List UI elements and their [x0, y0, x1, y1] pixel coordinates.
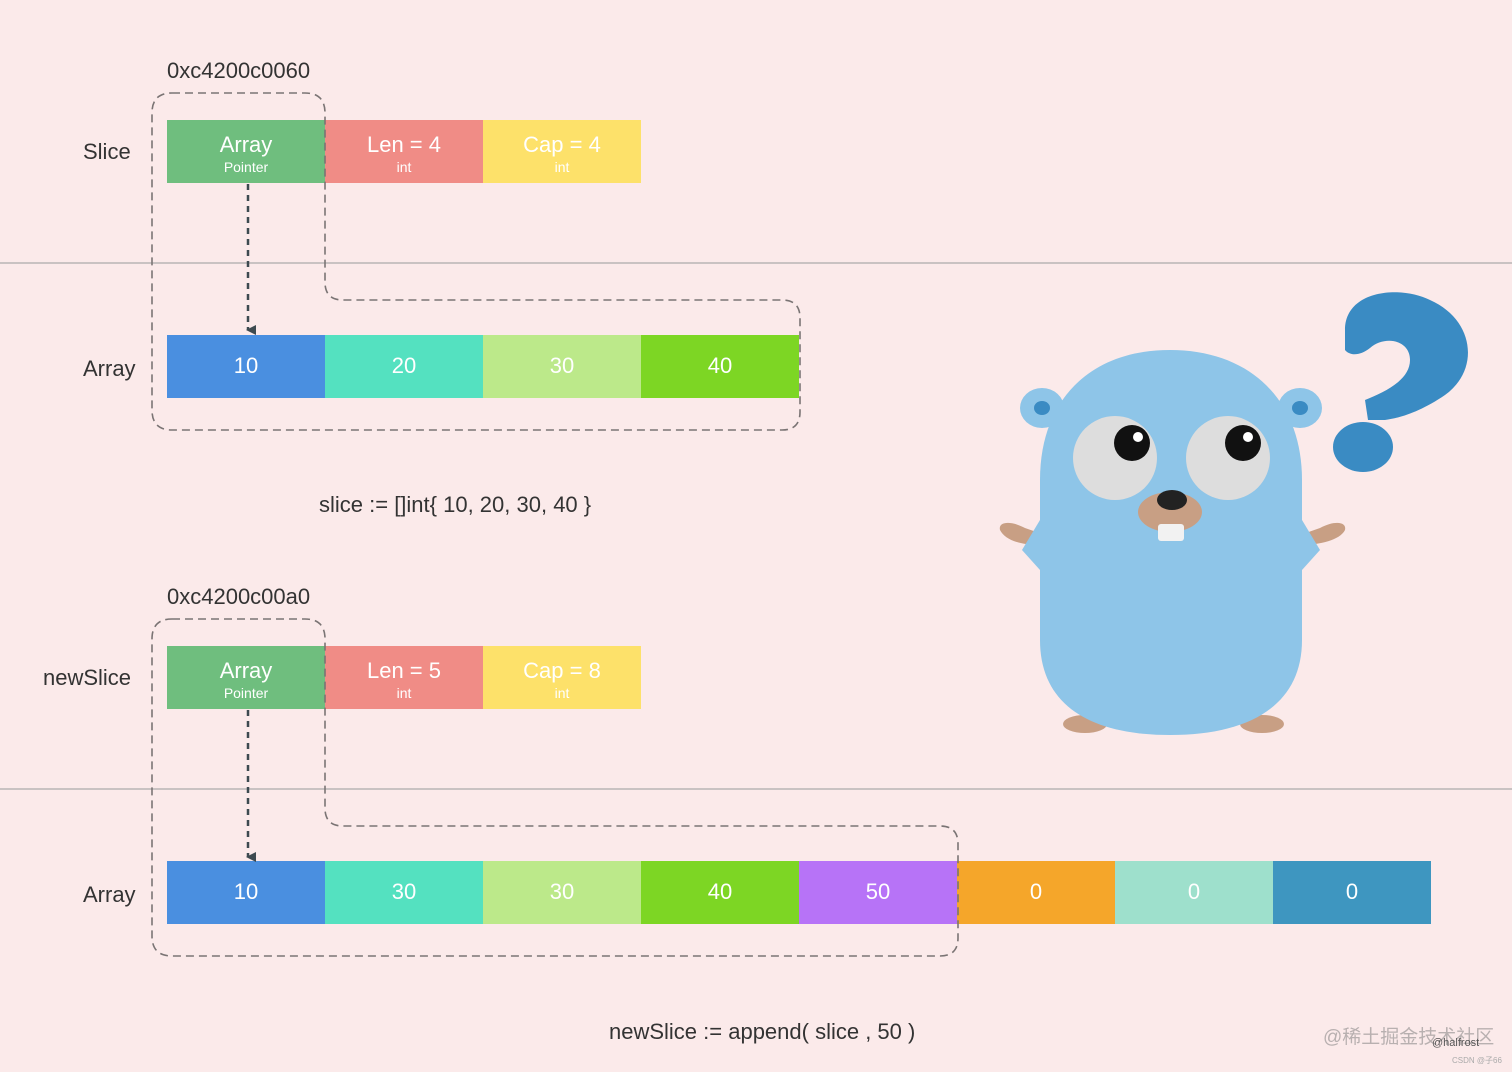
array-element-value: 40: [707, 353, 733, 378]
watermark-author: @halfrost: [1432, 1037, 1480, 1049]
array-element-value: 40: [707, 879, 733, 904]
section-divider-bottom: [0, 788, 1512, 790]
gopher-nose: [1157, 490, 1187, 510]
header-cell: Array Pointer: [167, 646, 325, 709]
question-mark-icon: [1333, 292, 1468, 472]
array-element: 10: [167, 335, 325, 398]
array-element-value: 50: [865, 879, 891, 904]
array-element-value: 0: [1187, 879, 1201, 904]
header-cell-type: Pointer: [223, 685, 269, 701]
section-divider-top: [0, 262, 1512, 264]
header-cell: Len = 5 int: [325, 646, 483, 709]
header-cell: Cap = 8 int: [483, 646, 641, 709]
header-cell-title: Cap = 8: [523, 658, 601, 683]
header-cell-title: Array: [219, 658, 273, 683]
newslice-address: 0xc4200c00a0: [167, 584, 311, 609]
array-element-value: 0: [1029, 879, 1043, 904]
header-cell: Cap = 4 int: [483, 120, 641, 183]
array-element: 0: [1273, 861, 1431, 924]
header-cell-type: int: [554, 159, 570, 175]
array-element: 30: [483, 861, 641, 924]
array-element: 20: [325, 335, 483, 398]
array-element-value: 10: [233, 879, 259, 904]
array-element: 0: [957, 861, 1115, 924]
array-element: 50: [799, 861, 957, 924]
array-element-value: 10: [233, 353, 259, 378]
header-cell-title: Array: [219, 132, 273, 157]
header-cell-type: Pointer: [223, 159, 269, 175]
array-element: 10: [167, 861, 325, 924]
slice-address: 0xc4200c0060: [167, 58, 311, 83]
gopher-eyes: [1073, 416, 1270, 500]
array-element: 40: [641, 335, 799, 398]
header-cell-type: int: [554, 685, 570, 701]
array-element-value: 30: [391, 879, 417, 904]
array-element-value: 30: [549, 353, 575, 378]
newslice-memory-outline: [151, 618, 959, 957]
array-element-value: 0: [1345, 879, 1359, 904]
array-element: 0: [1115, 861, 1273, 924]
slice-caption: slice := []int{ 10, 20, 30, 40 }: [319, 492, 592, 517]
header-cell-type: int: [396, 159, 412, 175]
gopher-body: [1040, 350, 1302, 735]
array-element: 40: [641, 861, 799, 924]
header-cell-title: Len = 4: [366, 132, 441, 157]
gopher-teeth: [1158, 524, 1184, 541]
header-cell-title: Len = 5: [366, 658, 441, 683]
array-element-value: 20: [391, 353, 417, 378]
watermark-site: @稀土掘金技术社区: [1323, 1027, 1495, 1048]
header-cell-type: int: [396, 685, 412, 701]
header-cell: Len = 4 int: [325, 120, 483, 183]
array-element: 30: [325, 861, 483, 924]
newarray-row-label: Array: [83, 882, 136, 907]
header-cell-title: Cap = 4: [523, 132, 601, 157]
watermark-csdn: CSDN @子66: [1452, 1056, 1502, 1065]
array-element-value: 30: [549, 879, 575, 904]
array-element: 30: [483, 335, 641, 398]
newslice-caption: newSlice := append( slice , 50 ): [609, 1019, 916, 1044]
array-row-label: Array: [83, 356, 136, 381]
newslice-row-label: newSlice: [43, 665, 132, 690]
header-cell: Array Pointer: [167, 120, 325, 183]
slice-row-label: Slice: [83, 139, 131, 164]
